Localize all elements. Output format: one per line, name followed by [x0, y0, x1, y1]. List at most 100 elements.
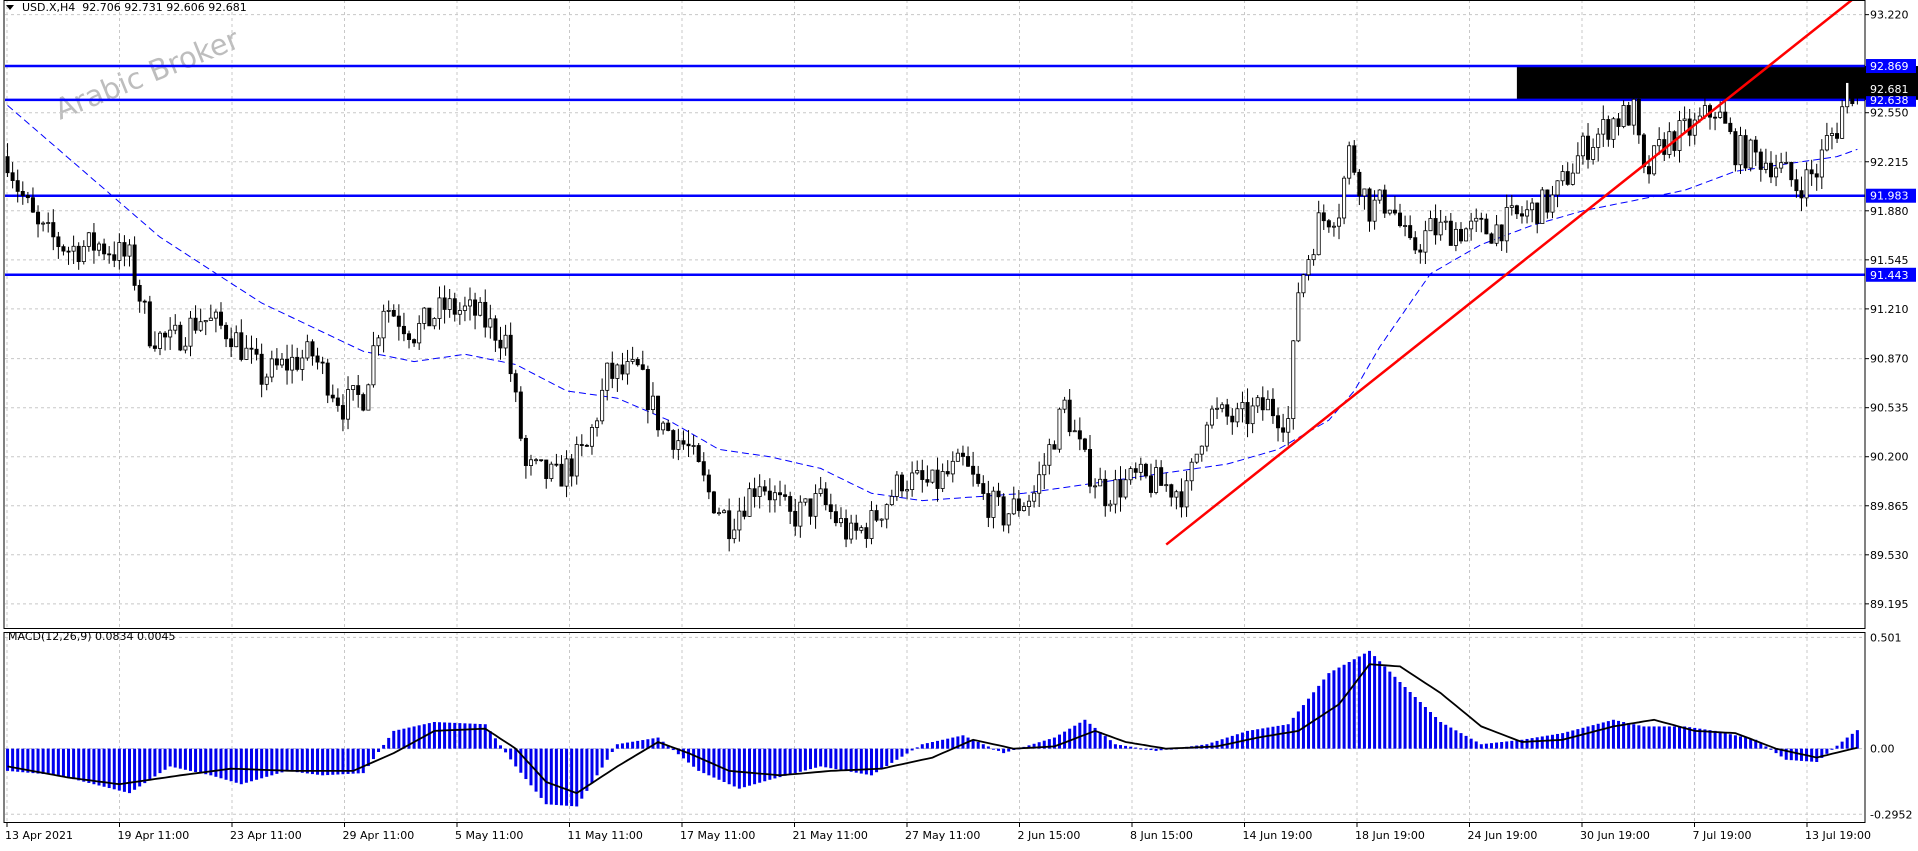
candle-body	[305, 341, 310, 359]
candle-body	[36, 211, 41, 225]
macd-bar	[224, 748, 228, 780]
macd-bar	[1037, 742, 1041, 749]
candle-body	[549, 463, 554, 479]
candle-body	[239, 332, 244, 360]
level-price-tag: 91.983	[1870, 190, 1909, 203]
candle-body	[1367, 188, 1372, 222]
price-tick-label: 89.195	[1870, 598, 1909, 611]
candle-body	[630, 359, 635, 362]
macd-bar	[661, 741, 665, 749]
candle-body	[1138, 463, 1143, 473]
macd-bar	[915, 747, 919, 749]
candle-body	[686, 443, 691, 447]
candle-body	[783, 494, 788, 497]
candle-body	[1641, 134, 1646, 167]
price-tick-label: 91.210	[1870, 303, 1909, 316]
candle-body	[1321, 212, 1326, 222]
macd-bar	[1129, 746, 1133, 749]
candle-body	[1016, 498, 1021, 511]
macd-bar	[1032, 743, 1036, 749]
candle-body	[1509, 205, 1514, 208]
macd-bar	[158, 748, 162, 774]
macd-bar	[941, 739, 945, 749]
macd-bar	[163, 748, 167, 770]
macd-bar	[687, 748, 691, 763]
candle-body	[1611, 118, 1616, 140]
macd-bar	[6, 748, 10, 771]
macd-bar	[808, 748, 812, 770]
macd-bar	[1611, 719, 1615, 749]
candle-body	[493, 318, 498, 341]
macd-bar	[702, 748, 706, 774]
macd-bar	[128, 748, 132, 794]
candles	[5, 81, 1860, 552]
candle-body	[1423, 230, 1428, 253]
macd-bar	[925, 743, 929, 749]
candle-body	[981, 483, 986, 494]
macd-bar	[1063, 731, 1067, 749]
candle-body	[1652, 145, 1657, 175]
candle-body	[1372, 199, 1377, 222]
macd-bar	[1769, 748, 1773, 750]
candle-body	[930, 469, 935, 483]
macd-bar	[407, 727, 411, 749]
level-price-tag-bg	[1866, 188, 1916, 203]
candle-body	[422, 307, 427, 324]
horizontal-levels[interactable]	[5, 64, 1865, 277]
macd-bar	[72, 748, 76, 780]
candle-body	[828, 504, 833, 513]
macd-bar	[1820, 748, 1824, 758]
candle-body	[1342, 177, 1347, 219]
macd-bar	[331, 748, 335, 775]
macd-bar	[56, 748, 60, 776]
macd-bar	[798, 748, 802, 772]
macd-bar	[1266, 727, 1270, 749]
macd-bar	[1495, 742, 1499, 749]
candle-body	[56, 236, 61, 248]
macd-bar	[1850, 733, 1854, 749]
candle-body	[1794, 179, 1799, 192]
macd-bar	[392, 730, 396, 749]
macd-bar	[834, 748, 838, 770]
macd-bar	[417, 725, 421, 749]
macd-bar	[173, 748, 177, 768]
macd-bar	[280, 748, 284, 773]
candle-body	[1555, 180, 1560, 196]
macd-bar	[178, 748, 182, 769]
candle-body	[1758, 151, 1763, 170]
candle-body	[1042, 464, 1047, 476]
macd-bar	[92, 748, 96, 785]
time-tick-label: 19 Apr 11:00	[118, 829, 190, 842]
candle-body	[1789, 161, 1794, 181]
candle-body	[610, 362, 615, 379]
candle-body	[244, 347, 249, 360]
macd-bar	[1505, 741, 1509, 749]
time-tick-label: 2 Jun 15:00	[1018, 829, 1081, 842]
candle-body	[976, 473, 981, 484]
macd-bar	[971, 739, 975, 749]
candle-body	[61, 246, 66, 252]
macd-bar	[1337, 667, 1341, 749]
macd-bar	[204, 748, 208, 775]
macd-bar	[1428, 712, 1432, 749]
macd-bar	[722, 748, 726, 782]
macd-bar	[656, 737, 660, 749]
trendline[interactable]	[1165, 0, 1857, 546]
macd-bar	[1281, 725, 1285, 749]
chart-menu-arrow-icon[interactable]	[6, 5, 14, 10]
macd-bar	[1510, 740, 1514, 749]
macd-bar	[1794, 748, 1798, 761]
candle-body	[1215, 407, 1220, 410]
macd-bar	[824, 748, 828, 768]
macd-bar	[864, 748, 868, 775]
macd-bar	[1591, 725, 1595, 749]
candle-body	[600, 389, 605, 422]
macd-bar	[1581, 727, 1585, 749]
macd-bar	[1606, 721, 1610, 749]
macd-bar	[229, 748, 233, 782]
macd-bar	[951, 737, 955, 749]
candle-body	[1586, 135, 1591, 160]
macd-bar	[1652, 726, 1656, 749]
